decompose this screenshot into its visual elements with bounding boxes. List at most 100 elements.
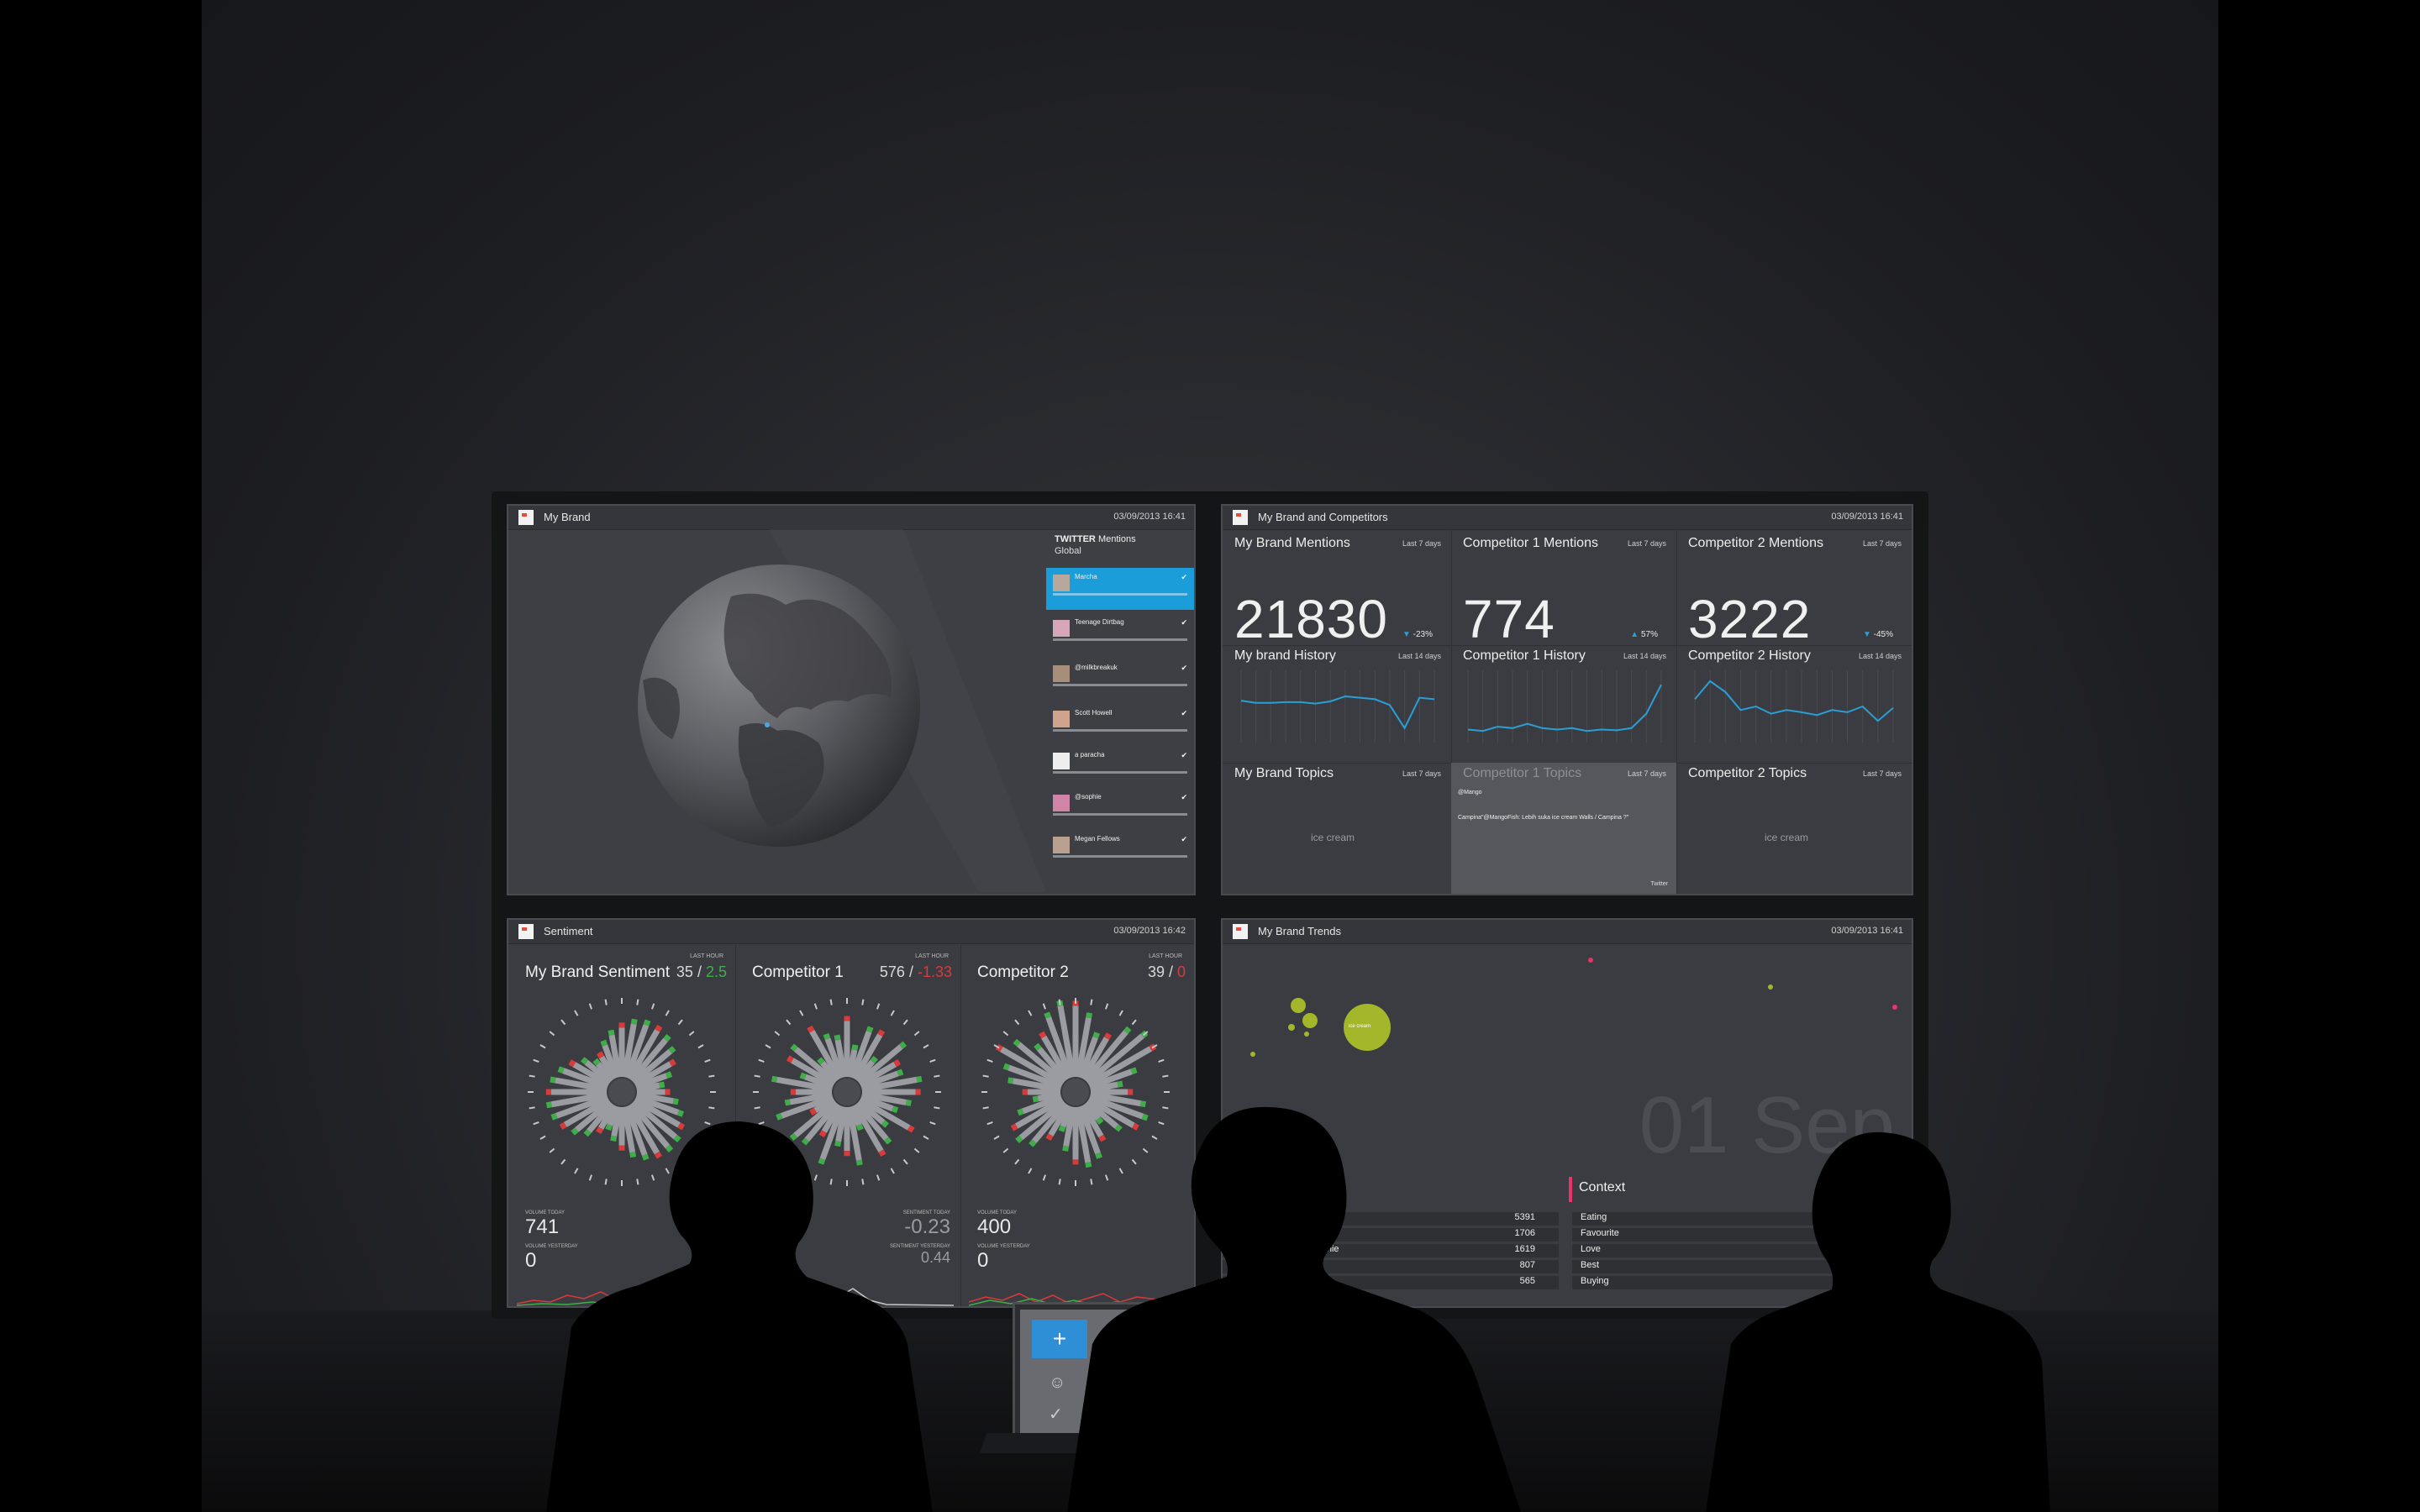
sentiment-bar	[813, 1096, 836, 1113]
sentiment-bar-cap	[1045, 1133, 1054, 1142]
panel-title: My Brand	[544, 511, 591, 523]
sentiment-bar	[636, 1091, 674, 1105]
topics-tile[interactable]: My Brand Topics Last 7 days ice cream	[1223, 763, 1452, 894]
radial-tick	[1118, 1010, 1123, 1016]
mentions-tile[interactable]: Competitor 1 Mentions Last 7 days 774 ▲ …	[1451, 529, 1677, 649]
bubble-label: ice cream	[1349, 1024, 1371, 1029]
context-row[interactable]: Buying	[1572, 1276, 1912, 1289]
twitter-feed: TWITTER Mentions Global Marcha ✔ Teenage…	[1046, 529, 1194, 892]
sentiment-bar	[621, 1023, 637, 1078]
context-title: Context	[1579, 1180, 1626, 1194]
radial-tick	[560, 1019, 566, 1026]
radial-tick	[533, 1121, 539, 1126]
sentiment-bar	[1080, 1037, 1109, 1081]
sentiment-title: Competitor 2	[977, 963, 1069, 981]
sentiment-column[interactable]: LAST HOUR Competitor 2 39 / 0 VOLUME TOD…	[960, 945, 1194, 1306]
radial-tick	[1028, 1168, 1033, 1174]
sentiment-bar	[1088, 1094, 1144, 1120]
tweet-item[interactable]: Teenage Dirtbag ✔	[1046, 613, 1194, 655]
radial-tick	[588, 1174, 593, 1181]
sentiment-bar-cap	[1058, 1125, 1066, 1132]
sentiment-bar	[1007, 1064, 1063, 1090]
radial-tick	[902, 1019, 908, 1026]
sentiment-bar-cap	[568, 1059, 576, 1068]
sentiment-title: Competitor 1	[752, 963, 844, 981]
smiley-icon[interactable]: ☺	[1049, 1373, 1066, 1392]
context-row[interactable]: Best	[1572, 1260, 1912, 1273]
sentiment-title: My Brand Sentiment	[525, 963, 671, 981]
check-icon[interactable]: ✓	[1049, 1405, 1063, 1424]
sentiment-bar-cap	[597, 1051, 605, 1059]
radial-tick	[665, 1010, 670, 1016]
tile-title: Competitor 1 Mentions	[1463, 536, 1598, 550]
radial-hub	[608, 1079, 635, 1105]
sentiment-bar-cap	[1013, 1038, 1021, 1047]
sentiment-bar-cap	[571, 1127, 579, 1136]
sentiment-bar	[1012, 1078, 1061, 1093]
history-tile[interactable]: Competitor 2 History Last 14 days	[1676, 645, 1912, 764]
topics-tile[interactable]: Competitor 2 Topics Last 7 days ice crea…	[1676, 763, 1912, 894]
sentiment-bar	[1085, 1099, 1119, 1129]
sentiment-bar	[1082, 1030, 1128, 1083]
sentiment-bar-cap	[898, 1041, 908, 1049]
tweet-source: Twitter	[1650, 881, 1668, 887]
sentiment-bar-cap	[676, 1110, 685, 1117]
tweet-item[interactable]: Scott Howell ✔	[1046, 704, 1194, 746]
tweet-author: @sophie	[1075, 793, 1102, 801]
sentiment-bar-cap	[583, 1129, 592, 1137]
sentiment-bar-cap	[655, 1024, 663, 1032]
sentiment-bar-cap	[1002, 1063, 1010, 1071]
sentiment-bar	[861, 1076, 918, 1093]
history-series-line	[1240, 695, 1435, 730]
sentiment-bar	[1086, 1046, 1153, 1088]
tile-range: Last 7 days	[1862, 769, 1902, 778]
tweet-item[interactable]: a paracha ✔	[1046, 746, 1194, 788]
sentiment-bar-cap	[1010, 1123, 1018, 1131]
radial-tick	[1151, 1044, 1158, 1049]
mentions-tile[interactable]: My Brand Mentions Last 7 days 21830 ▼ -2…	[1223, 529, 1452, 649]
tweet-item[interactable]: @milkbreakuk ✔	[1046, 659, 1194, 701]
sentiment-bar-cap	[669, 1058, 676, 1067]
twitter-icon: ✔	[1181, 709, 1187, 717]
tile-range: Last 7 days	[1627, 539, 1666, 548]
radial-tick	[708, 1106, 715, 1110]
radial-tick	[876, 1003, 881, 1010]
sentiment-bar	[1088, 1068, 1133, 1090]
history-tile[interactable]: My brand History Last 14 days	[1223, 645, 1452, 764]
topics-tile-highlighted[interactable]: Competitor 1 Topics Last 7 days @Mango C…	[1451, 763, 1677, 894]
sentiment-bar	[575, 1099, 613, 1132]
sentiment-bar-cap	[865, 1026, 874, 1033]
add-button[interactable]: +	[1032, 1320, 1087, 1358]
sentiment-bar-cap	[1044, 1011, 1051, 1019]
sentiment-bar	[820, 1060, 840, 1083]
last-hour-label: LAST HOUR	[1149, 953, 1182, 959]
sentiment-bar	[1045, 1016, 1074, 1079]
tweet-item[interactable]: Megan Fellows ✔	[1046, 830, 1194, 872]
radial-tick	[604, 999, 608, 1005]
sentiment-bar	[636, 1082, 660, 1093]
mentions-tile[interactable]: Competitor 2 Mentions Last 7 days 3222 ▼…	[1676, 529, 1912, 649]
sentiment-bar	[1090, 1091, 1142, 1107]
twitter-scope: Global	[1055, 546, 1081, 556]
radial-tick	[986, 1121, 993, 1126]
mention-count: 3222	[1688, 589, 1812, 649]
sentiment-bar-cap	[1039, 1031, 1047, 1039]
twitter-icon: ✔	[1181, 835, 1187, 843]
radial-tick	[1028, 1010, 1033, 1016]
sentiment-column[interactable]: LAST HOUR Competitor 1 576 / -1.33 SENTI…	[735, 945, 961, 1306]
tweet-item[interactable]: @sophie ✔	[1046, 788, 1194, 830]
brand-logo-icon	[518, 510, 534, 525]
tweet-author: Teenage Dirtbag	[1075, 618, 1124, 626]
sentiment-bar	[631, 1099, 678, 1140]
radial-tick	[533, 1058, 539, 1063]
sentiment-bar-cap	[855, 1159, 863, 1166]
avatar	[1053, 795, 1070, 811]
panel-header: Sentiment 03/09/2013 16:42	[508, 920, 1194, 944]
sentiment-bar	[1080, 1103, 1104, 1138]
tweet-item[interactable]: Marcha ✔	[1046, 568, 1194, 610]
radial-tick	[665, 1168, 670, 1174]
sentiment-bar	[633, 1061, 672, 1088]
sentiment-bar	[780, 1094, 834, 1119]
sentiment-bar-cap	[673, 1134, 681, 1143]
sentiment-bar	[789, 1091, 833, 1105]
